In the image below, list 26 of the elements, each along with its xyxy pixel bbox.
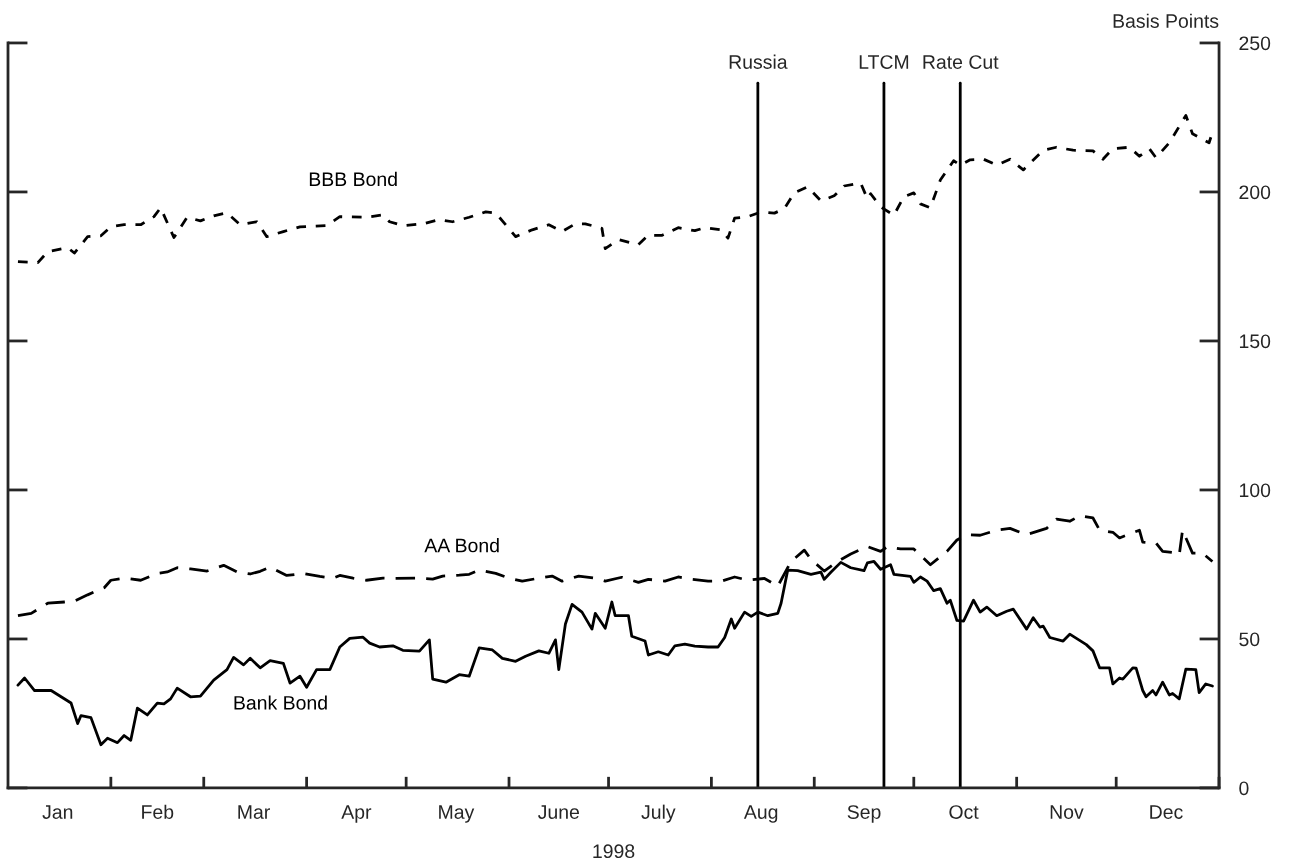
x-tick-label: Feb: [142, 804, 174, 819]
series-label: BBB Bond: [309, 171, 397, 187]
ref-line-label: Rate Cut: [923, 55, 999, 69]
x-tick-label: May: [439, 805, 475, 823]
series-label: Bank Bond: [234, 695, 327, 710]
x-tick-label: July: [641, 804, 676, 823]
x-tick-label: Aug: [743, 805, 778, 823]
y-axis-title: Basis Points: [1113, 13, 1219, 28]
y-tick-label: 250: [1239, 36, 1271, 51]
x-axis-title: 1998: [593, 844, 635, 859]
y-tick-label: 200: [1239, 185, 1271, 200]
y-tick-label: 150: [1239, 334, 1271, 349]
x-tick-label: Nov: [1050, 805, 1084, 819]
x-tick-label: Jan: [42, 805, 73, 819]
x-tick-label: Mar: [238, 805, 270, 819]
x-tick-label: Oct: [949, 805, 979, 819]
ref-line-label: Russia: [729, 54, 788, 69]
ref-line-label: LTCM: [859, 55, 909, 69]
y-tick-label: 100: [1239, 483, 1271, 498]
y-tick-label: 50: [1239, 632, 1260, 647]
x-tick-label: Apr: [341, 805, 372, 823]
y-tick-label: 0: [1239, 781, 1249, 796]
x-tick-label: June: [538, 805, 579, 819]
series-label: AA Bond: [424, 538, 499, 553]
x-tick-label: Dec: [1150, 805, 1183, 819]
x-tick-label: Sep: [847, 805, 881, 823]
